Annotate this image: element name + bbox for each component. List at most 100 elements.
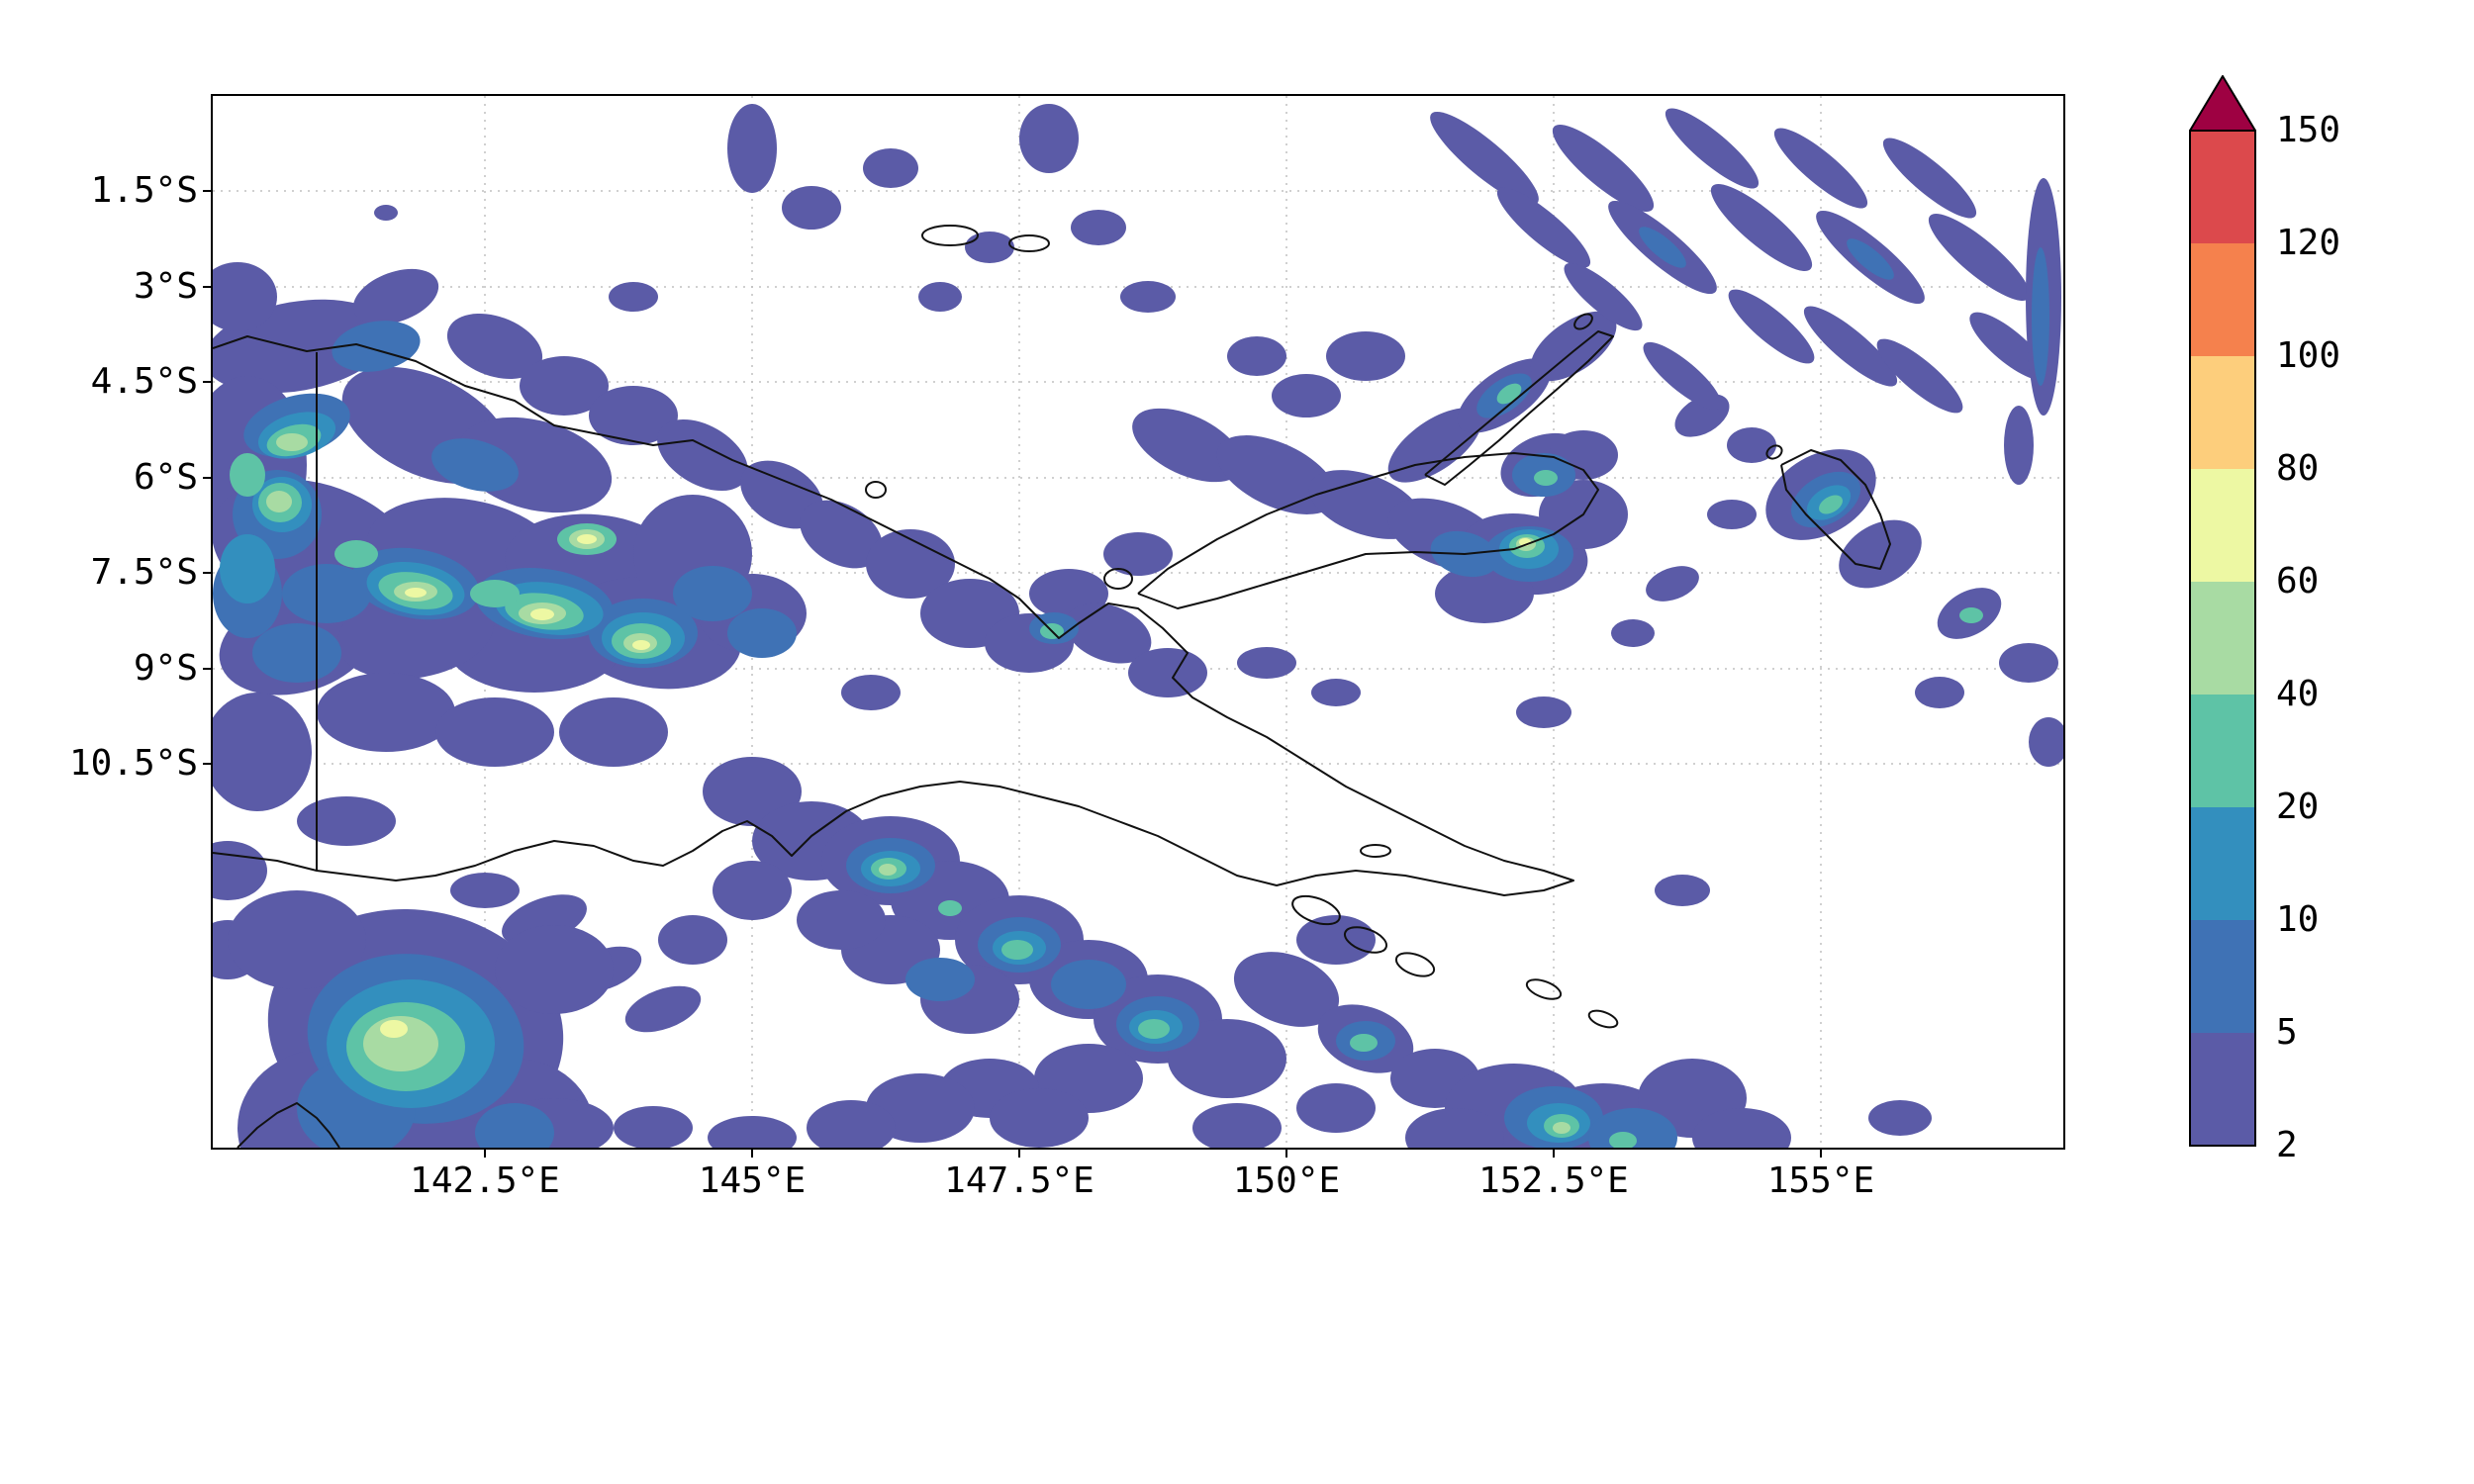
rain-contour-blob	[1692, 1108, 1791, 1148]
y-tick-label: 4.5°S	[90, 361, 198, 402]
colorbar-segment	[2190, 920, 2255, 1033]
rain-contour-blob	[1868, 1100, 1932, 1136]
colorbar-segment	[2190, 1033, 2255, 1146]
colorbar-segment	[2190, 469, 2255, 582]
colorbar-segment	[2190, 582, 2255, 695]
coastline	[213, 335, 1574, 896]
rainfall-map	[213, 96, 2063, 1148]
rain-contour-blob	[1516, 696, 1571, 728]
rain-contour-blob	[614, 1106, 693, 1148]
rain-contour-blob	[1915, 677, 1964, 708]
rain-contour-blob	[1237, 647, 1296, 679]
island-coastline	[1343, 926, 1388, 954]
y-tick-label: 1.5°S	[90, 170, 198, 211]
rain-contour-blob	[589, 386, 678, 445]
y-tick-mark	[203, 190, 211, 192]
y-tick-label: 9°S	[133, 648, 198, 689]
y-tick-mark	[203, 286, 211, 288]
x-tick-label: 150°E	[1232, 1160, 1341, 1201]
rain-contour-blob	[1803, 306, 1898, 387]
rain-contour-blob	[1928, 214, 2031, 301]
x-tick-mark	[1553, 1150, 1555, 1158]
y-tick-label: 10.5°S	[68, 743, 198, 784]
rain-contour-blob	[1051, 960, 1126, 1009]
rain-contour-blob	[727, 104, 777, 193]
rain-contour-blob	[334, 540, 378, 568]
x-tick-mark	[1820, 1150, 1822, 1158]
x-tick-label: 147.5°E	[944, 1160, 1094, 1201]
rain-contour-blob	[1168, 1019, 1286, 1098]
rain-contour-blob	[1296, 1083, 1376, 1133]
rain-contour-blob	[213, 841, 267, 900]
colorbar-over-arrow	[2188, 74, 2257, 132]
rain-contour-blob	[1819, 495, 1843, 514]
rain-contour-blob	[1611, 619, 1655, 647]
rain-contour-blob	[1646, 566, 1699, 602]
rain-contour-blob	[1216, 435, 1337, 514]
rain-contour-blob	[1564, 262, 1643, 331]
rain-contour-blob	[1876, 338, 1963, 414]
rain-contour-blob	[713, 861, 792, 920]
rain-contour-blob	[866, 529, 955, 599]
rain-contour-blob	[1847, 238, 1894, 280]
rain-contour-blob	[577, 534, 597, 544]
x-tick-label: 155°E	[1766, 1160, 1875, 1201]
rain-contour-blob	[495, 925, 614, 1014]
island-coastline	[1587, 1009, 1619, 1029]
rain-contour-blob	[435, 697, 554, 767]
rain-contour-blob	[374, 205, 398, 221]
colorbar-segment	[2190, 807, 2255, 920]
colorbar-tick-label: 100	[2276, 335, 2341, 376]
rain-contour-blob	[520, 356, 609, 416]
rain-contour-blob	[252, 623, 341, 683]
rain-contour-blob	[282, 564, 371, 623]
rain-contour-blob	[431, 438, 519, 492]
rain-contour-blob	[673, 566, 752, 621]
rain-contour-blob	[266, 491, 292, 512]
rain-contour-blob	[1103, 532, 1173, 576]
island-coastline	[1103, 568, 1133, 590]
rain-contour-blob	[1553, 1122, 1570, 1134]
rain-contour-blob	[1665, 108, 1760, 189]
colorbar-tick-label: 40	[2276, 674, 2320, 714]
rain-contour-blob	[1530, 311, 1617, 382]
rain-contour-blob	[1839, 519, 1922, 589]
y-tick-label: 3°S	[133, 266, 198, 307]
rain-contour-blob	[220, 534, 275, 603]
rain-contour-blob	[352, 268, 439, 325]
rain-contour-blob	[213, 693, 312, 811]
rain-contour-blob	[658, 915, 727, 965]
colorbar-segment	[2190, 243, 2255, 356]
rain-contour-blob	[703, 757, 802, 826]
rain-contour-blob	[2032, 247, 2049, 386]
rain-contour-blob	[228, 890, 366, 989]
coastline	[1780, 449, 1891, 570]
rain-contour-blob	[938, 900, 962, 916]
rain-contour-blob	[297, 796, 396, 846]
colorbar-segment	[2190, 356, 2255, 469]
colorbar-tick-label: 20	[2276, 787, 2320, 827]
colorbar-tick-label: 150	[2276, 110, 2341, 150]
rain-contour-blob	[1387, 408, 1482, 483]
rain-contour-blob	[1430, 111, 1539, 206]
rain-contour-blob	[1969, 312, 2048, 381]
rain-contour-blob	[1959, 607, 1983, 623]
x-tick-label: 142.5°E	[410, 1160, 560, 1201]
rain-contour-blob	[990, 1088, 1089, 1148]
island-coastline	[1765, 444, 1783, 460]
y-tick-mark	[203, 572, 211, 574]
rain-contour-blob	[1192, 1103, 1282, 1148]
colorbar-segment	[2190, 131, 2255, 243]
rain-contour-blob	[1707, 500, 1757, 529]
colorbar-tick-label: 120	[2276, 223, 2341, 263]
rain-contour-blob	[475, 1103, 554, 1148]
rain-contour-blob	[317, 673, 455, 752]
rain-contour-blob	[905, 958, 975, 1001]
rain-contour-blob	[1227, 336, 1286, 376]
island-coastline	[921, 225, 979, 246]
rain-contour-blob	[609, 282, 658, 312]
map-plot	[211, 94, 2065, 1150]
y-tick-mark	[203, 381, 211, 383]
rain-contour-blob	[797, 890, 886, 950]
x-tick-label: 145°E	[698, 1160, 807, 1201]
